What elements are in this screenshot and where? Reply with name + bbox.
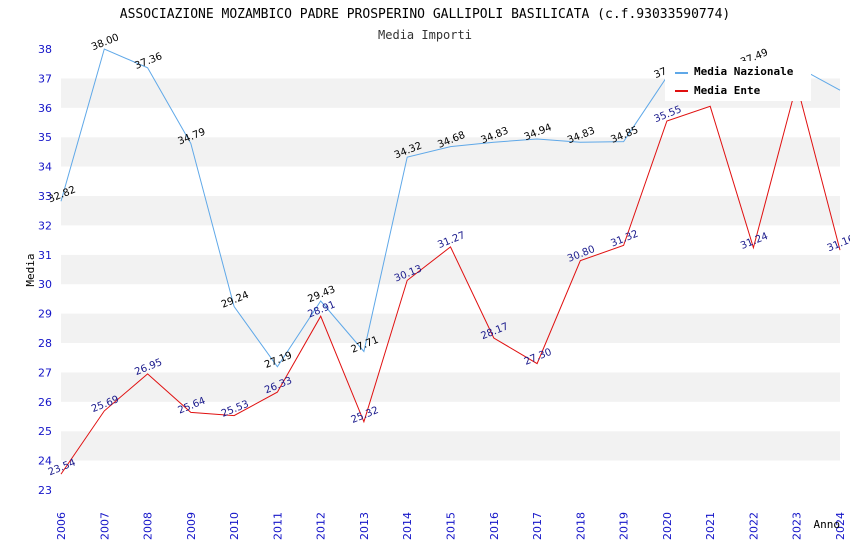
x-tick-label: 2018: [574, 512, 587, 540]
y-tick-label: 24: [38, 455, 52, 468]
grid-band: [61, 254, 840, 285]
chart-title: ASSOCIAZIONE MOZAMBICO PADRE PROSPERINO …: [120, 7, 730, 22]
y-tick-label: 34: [38, 161, 52, 174]
y-axis-label: Media: [24, 253, 37, 286]
legend-label-media-ente: Media Ente: [694, 84, 761, 97]
y-tick-label: 25: [38, 425, 52, 438]
x-tick-label: 2008: [142, 512, 155, 540]
x-tick-label: 2020: [661, 512, 674, 540]
y-tick-label: 28: [38, 337, 52, 350]
y-axis-tick-labels: 23 24 25 26 27 28 29 30 31 32 33 34 35 36 37 38: [38, 43, 52, 497]
legend: Media Nazionale Media Ente: [665, 61, 811, 101]
x-tick-label: 2014: [401, 512, 414, 540]
chart-subtitle: Media Importi: [378, 28, 472, 42]
x-tick-label: 2022: [747, 512, 760, 540]
x-tick-label: 2021: [704, 512, 717, 540]
x-tick-label: 2007: [98, 512, 111, 540]
x-tick-label: 2019: [618, 512, 631, 540]
y-tick-label: 26: [38, 396, 52, 409]
x-tick-label: 2012: [315, 512, 328, 540]
x-tick-label: 2009: [185, 512, 198, 540]
grid-bands: [61, 49, 840, 490]
x-tick-label: 2016: [488, 512, 501, 540]
x-tick-label: 2011: [271, 512, 284, 540]
grid-band: [61, 343, 840, 373]
grid-band: [61, 460, 840, 490]
x-tick-label: 2006: [55, 512, 68, 540]
y-tick-label: 30: [38, 278, 52, 291]
x-tick-label: 2015: [445, 512, 458, 540]
x-tick-label: 2023: [791, 512, 804, 540]
grid-band: [61, 372, 840, 402]
grid-band: [61, 225, 840, 255]
grid-band: [61, 401, 840, 432]
y-tick-label: 29: [38, 308, 52, 321]
x-tick-label: 2024: [834, 512, 847, 540]
x-tick-label: 2013: [358, 512, 371, 540]
grid-band: [61, 166, 840, 196]
y-tick-label: 35: [38, 131, 52, 144]
x-tick-label: 2010: [228, 512, 241, 540]
legend-box: [665, 61, 811, 101]
y-tick-label: 33: [38, 190, 52, 203]
x-axis-tick-labels: 2006 2007 2008 2009 2010 2011 2012 2013 2014 2015…: [55, 512, 847, 540]
legend-label-media-nazionale: Media Nazionale: [694, 65, 794, 78]
x-tick-label: 2017: [531, 512, 544, 540]
grid-band: [61, 196, 840, 226]
y-tick-label: 37: [38, 72, 52, 85]
grid-band: [61, 431, 840, 461]
y-tick-label: 23: [38, 484, 52, 497]
y-tick-label: 38: [38, 43, 52, 56]
grid-band: [61, 284, 840, 314]
y-tick-label: 32: [38, 219, 52, 232]
x-axis-label: Anno: [814, 518, 841, 531]
grid-band: [61, 137, 840, 167]
y-tick-label: 36: [38, 102, 52, 115]
grid-band: [61, 107, 840, 138]
y-tick-label: 31: [38, 249, 52, 262]
series-line-media-ente: [60, 82, 841, 475]
y-tick-label: 27: [38, 366, 52, 379]
grid-band: [61, 313, 840, 343]
